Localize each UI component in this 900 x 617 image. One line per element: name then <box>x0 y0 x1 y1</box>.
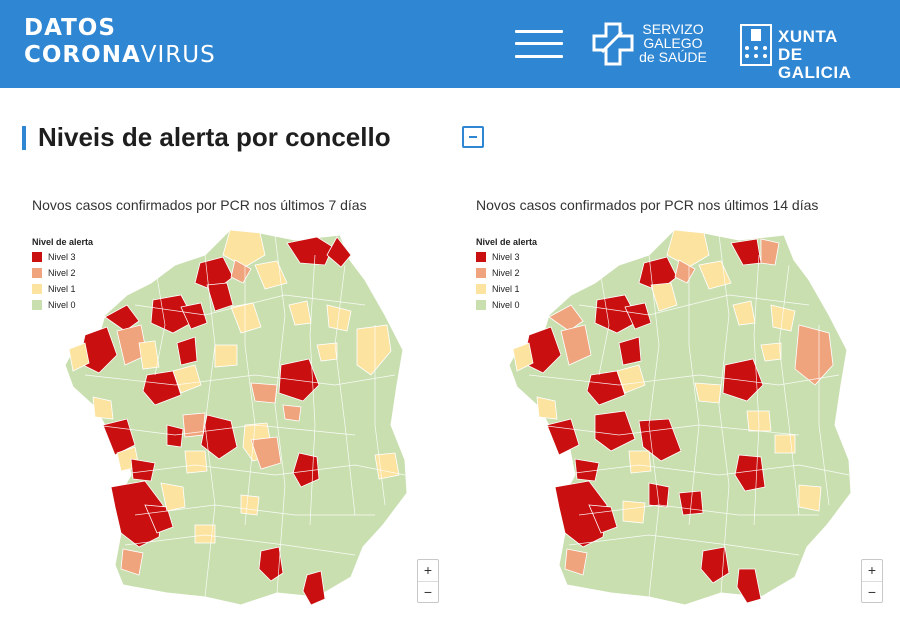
map-7-days-title: Novos casos confirmados por PCR nos últi… <box>32 197 367 213</box>
logo-corona-bold: CORONA <box>24 42 141 68</box>
page-title: Niveis de alerta por concello <box>38 122 391 152</box>
galicia-map-7-days[interactable] <box>55 225 415 610</box>
legend-7-days: Nivel de alerta Nivel 3 Nivel 2 Nivel 1 … <box>32 237 93 315</box>
galicia-map-14-days[interactable] <box>499 225 859 610</box>
zoom-out-button[interactable]: − <box>423 584 433 600</box>
legend-item-nivel-3: Nivel 3 <box>476 251 537 267</box>
legend-title: Nivel de alerta <box>32 237 94 247</box>
sgs-line1: SERVIZO <box>642 21 704 37</box>
legend-item-nivel-1: Nivel 1 <box>476 283 537 299</box>
map-14-days-title: Novos casos confirmados por PCR nos últi… <box>476 197 819 213</box>
legend-title: Nivel de alerta <box>476 237 538 247</box>
logo-datos[interactable]: DATOS <box>24 15 116 41</box>
legend-item-nivel-1: Nivel 1 <box>32 283 93 299</box>
legend-item-nivel-0: Nivel 0 <box>32 299 93 315</box>
sergas-cross-icon <box>592 22 634 66</box>
xunta-line1: XUNTA <box>778 27 838 46</box>
heading-accent-bar <box>22 126 26 150</box>
xunta-line2: DE GALICIA <box>778 45 852 82</box>
zoom-control-7-days: + − <box>417 559 439 603</box>
zoom-out-button[interactable]: − <box>867 584 877 600</box>
hamburger-menu-icon[interactable] <box>515 28 563 60</box>
xunta-logo[interactable]: XUNTA DE GALICIA <box>740 22 880 82</box>
zoom-control-14-days: + − <box>861 559 883 603</box>
legend-item-nivel-2: Nivel 2 <box>32 267 93 283</box>
legend-item-nivel-0: Nivel 0 <box>476 299 537 315</box>
zoom-in-button[interactable]: + <box>862 560 882 582</box>
xunta-shield-icon <box>740 24 772 66</box>
collapse-section-button[interactable] <box>462 126 484 148</box>
legend-14-days: Nivel de alerta Nivel 3 Nivel 2 Nivel 1 … <box>476 237 537 315</box>
legend-item-nivel-3: Nivel 3 <box>32 251 93 267</box>
sgs-line2: GALEGO <box>643 35 703 51</box>
logo-coronavirus[interactable]: CORONAVIRUS <box>24 42 216 68</box>
sergas-logo[interactable]: SERVIZO GALEGO de SAÚDE <box>592 22 712 68</box>
sgs-line3: de SAÚDE <box>639 49 707 65</box>
top-bar: DATOS CORONAVIRUS SERVIZO GALEGO de SAÚD… <box>0 0 900 88</box>
zoom-in-button[interactable]: + <box>418 560 438 582</box>
legend-item-nivel-2: Nivel 2 <box>476 267 537 283</box>
logo-virus-light: VIRUS <box>140 42 216 68</box>
